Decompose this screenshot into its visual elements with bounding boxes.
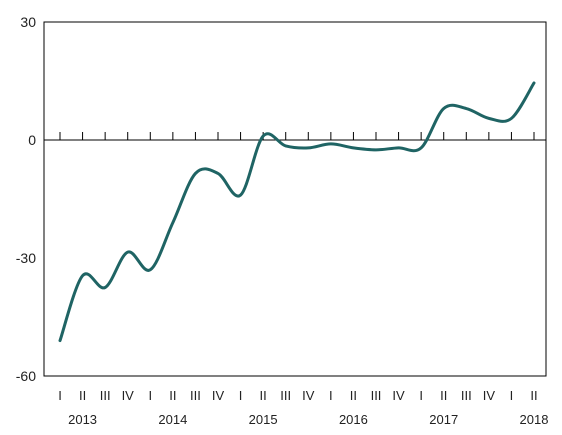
x-year-label: 2013 bbox=[68, 412, 97, 427]
x-quarter-label: I bbox=[148, 388, 152, 403]
x-quarter-label: I bbox=[58, 388, 62, 403]
x-quarter-label: IV bbox=[212, 388, 225, 403]
x-axis-quarter-labels: I II III IV I II III IV I II III IV I II III IV I II III IV… bbox=[58, 388, 537, 403]
x-year-label: 2018 bbox=[520, 412, 549, 427]
x-quarter-label: IV bbox=[483, 388, 496, 403]
x-quarter-label: III bbox=[461, 388, 472, 403]
x-axis-ticks bbox=[59, 132, 535, 140]
x-quarter-label: I bbox=[419, 388, 423, 403]
y-tick-label: 0 bbox=[28, 132, 36, 148]
x-quarter-label: I bbox=[329, 388, 333, 403]
x-year-label: 2014 bbox=[158, 412, 187, 427]
x-quarter-label: III bbox=[371, 388, 382, 403]
x-quarter-label: II bbox=[440, 388, 447, 403]
x-year-label: 2017 bbox=[429, 412, 458, 427]
series-line bbox=[58, 81, 536, 343]
x-axis-year-labels: 2013 2014 2015 2016 2017 2018 bbox=[68, 412, 548, 427]
x-quarter-label: IV bbox=[122, 388, 135, 403]
y-tick-label: 30 bbox=[20, 14, 36, 30]
x-quarter-label: I bbox=[239, 388, 243, 403]
x-quarter-label: II bbox=[260, 388, 267, 403]
x-quarter-label: II bbox=[79, 388, 86, 403]
y-tick-label: -30 bbox=[16, 250, 36, 266]
plot-frame bbox=[43, 21, 547, 377]
x-quarter-label: IV bbox=[302, 388, 315, 403]
y-tick-label: -60 bbox=[16, 368, 36, 384]
x-quarter-label: II bbox=[169, 388, 176, 403]
x-quarter-label: III bbox=[190, 388, 201, 403]
y-axis-labels: 30 0 -30 -60 bbox=[16, 14, 36, 384]
x-quarter-label: IV bbox=[392, 388, 405, 403]
x-quarter-label: II bbox=[530, 388, 537, 403]
x-quarter-label: I bbox=[510, 388, 514, 403]
x-quarter-label: III bbox=[280, 388, 291, 403]
x-quarter-label: II bbox=[350, 388, 357, 403]
x-quarter-label: III bbox=[100, 388, 111, 403]
x-year-label: 2016 bbox=[339, 412, 368, 427]
x-year-label: 2015 bbox=[249, 412, 278, 427]
